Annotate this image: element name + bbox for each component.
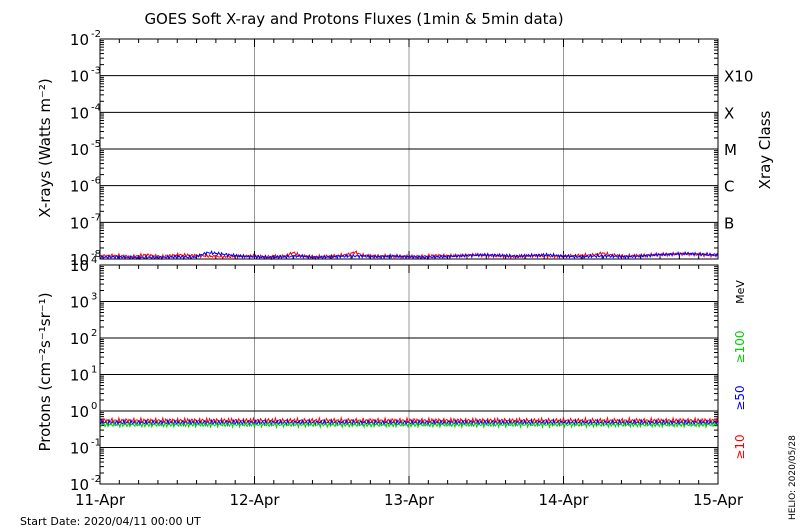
xray-class-label: X [724, 104, 734, 122]
energy-channel-label: ≥10 [733, 434, 747, 459]
x-tick-label: 12-Apr [229, 491, 280, 509]
y-tick-label: 10 [70, 141, 89, 159]
y-tick-label: 10 [70, 367, 89, 385]
y-tick-exponent: -2 [91, 29, 101, 40]
y-tick-label: 10 [70, 68, 89, 86]
y-tick-exponent: -7 [91, 212, 101, 223]
x-tick-label: 13-Apr [384, 491, 435, 509]
y-tick-exponent: -5 [91, 139, 101, 150]
y-tick-label: 10 [70, 178, 89, 196]
xray-class-label: M [724, 141, 737, 159]
y-tick-label: 10 [70, 31, 89, 49]
x-tick-label: 15-Apr [693, 491, 744, 509]
y-tick-exponent: 1 [91, 365, 97, 376]
y-tick-label: 10 [70, 403, 89, 421]
y-tick-exponent: -4 [91, 102, 101, 113]
y-tick-exponent: 4 [91, 255, 97, 266]
xray-panel: X-rays (Watts m⁻²) Xray Class 10-810-710… [36, 29, 774, 269]
series-short-line [99, 249, 719, 261]
energy-channel-label: ≥50 [733, 385, 747, 410]
y-tick-exponent: 0 [91, 401, 97, 412]
y-tick-label: 10 [70, 251, 89, 269]
y-tick-exponent: -2 [91, 474, 101, 485]
y-tick-exponent: -6 [91, 176, 101, 187]
xray-class-label: C [724, 178, 734, 196]
y-tick-label: 10 [70, 214, 89, 232]
xray-class-label: X10 [724, 68, 753, 86]
xray-y-axis-label: X-rays (Watts m⁻²) [36, 78, 54, 217]
y-tick-exponent: -3 [91, 66, 101, 77]
proton-y-axis-label: Protons (cm⁻²s⁻¹sr⁻¹) [36, 292, 54, 451]
x-tick-label: 11-Apr [75, 491, 126, 509]
y-tick-exponent: 3 [91, 292, 97, 303]
y-tick-label: 10 [70, 104, 89, 122]
xray-class-label: B [724, 214, 734, 232]
panel-frame [99, 38, 719, 260]
y-tick-label: 10 [70, 257, 89, 275]
xray-class-axis-label: Xray Class [756, 110, 774, 189]
credit-label: HELIO: 2020/05/28 [788, 435, 798, 520]
mev-unit-label: MeV [734, 280, 747, 304]
y-tick-label: 10 [70, 330, 89, 348]
x-tick-label: 14-Apr [538, 491, 589, 509]
series-p10-line [99, 415, 719, 425]
start-date-label: Start Date: 2020/04/11 00:00 UT [20, 515, 201, 528]
y-tick-label: 10 [70, 476, 89, 494]
chart-title: GOES Soft X-ray and Protons Fluxes (1min… [144, 10, 563, 28]
x-axis-tick-labels: 11-Apr 12-Apr 13-Apr 14-Apr 15-Apr [75, 491, 744, 509]
energy-channel-label: ≥100 [733, 331, 747, 364]
y-tick-label: 10 [70, 294, 89, 312]
y-tick-exponent: -8 [91, 249, 101, 260]
panel-frame [99, 264, 719, 485]
y-tick-label: 10 [70, 440, 89, 458]
y-tick-exponent: 2 [91, 328, 97, 339]
series-p100-line [99, 420, 719, 430]
y-tick-exponent: -1 [91, 438, 101, 449]
